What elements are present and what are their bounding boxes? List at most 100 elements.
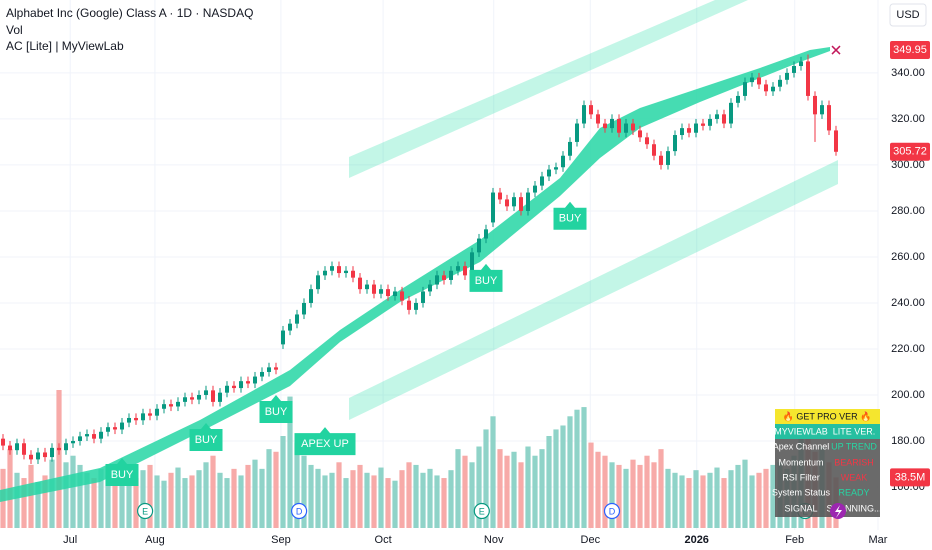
event-label: D [609, 506, 616, 516]
candle-body [43, 452, 48, 458]
candle-body [267, 367, 272, 372]
volume-bar [70, 455, 76, 528]
channel-lower [349, 160, 838, 420]
candle-body [526, 192, 531, 211]
candle-body [386, 289, 391, 297]
candle-body [603, 123, 608, 129]
candle-body [176, 401, 181, 407]
x-tick-label: Dec [581, 534, 601, 546]
chart-title: Alphabet Inc (Google) Class A · 1D · NAS… [6, 6, 253, 20]
volume-bar [294, 442, 300, 528]
volume-bar [441, 478, 447, 528]
candle-body [337, 266, 342, 274]
candle-body [722, 114, 727, 124]
volume-bar [315, 468, 321, 528]
x-tick-label: Sep [271, 534, 291, 546]
volume-bar [630, 459, 636, 528]
volume-bar [756, 472, 762, 528]
volume-bar [14, 472, 20, 528]
candle-body [57, 447, 62, 451]
candle-body [365, 284, 370, 290]
volume-tag [890, 468, 930, 487]
volume-bar [378, 467, 384, 528]
volume-bar [588, 442, 594, 528]
candle-body [687, 128, 692, 133]
candle-body [211, 390, 216, 402]
panel-cell: WEAK [841, 472, 868, 482]
candle-body [673, 135, 678, 152]
y-tick-label: 300.00 [891, 159, 925, 171]
panel-cell: SIGNAL [784, 503, 817, 513]
candle-body [785, 72, 790, 80]
channel-upper [349, 0, 748, 178]
volume-bar [770, 464, 776, 528]
candle-body [631, 123, 636, 131]
volume-bar [532, 455, 538, 528]
x-tick-label: Mar [869, 534, 888, 546]
candle-body [99, 431, 104, 439]
volume-bar [406, 462, 412, 528]
candle-body [519, 197, 524, 211]
candle-body [610, 118, 615, 129]
volume-bar [343, 478, 349, 528]
candle-body [645, 137, 650, 145]
candle-body [799, 61, 804, 67]
currency[interactable]: USD [896, 9, 919, 21]
volume-bar [98, 468, 104, 528]
volume-bar [259, 468, 265, 528]
volume-bar [49, 459, 55, 528]
volume-bar [399, 470, 405, 528]
candle-body [484, 229, 489, 239]
candle-body [295, 314, 300, 324]
volume-bar [434, 475, 440, 528]
volume-bar [525, 446, 531, 528]
candle-body [274, 367, 279, 370]
candle-body [36, 452, 41, 460]
volume-bar [308, 464, 314, 528]
candle-body [141, 413, 146, 421]
candle-body [442, 275, 447, 280]
signal-box [553, 201, 587, 230]
candle-body [344, 270, 349, 274]
candle-body [820, 105, 825, 115]
candle-body [764, 84, 769, 92]
volume-bar [749, 475, 755, 528]
candle-body [29, 454, 34, 460]
candle-body [225, 385, 230, 393]
volume-bar [105, 475, 111, 528]
volume-bar [126, 472, 132, 528]
candle-body [246, 381, 251, 384]
volume-bar [336, 462, 342, 528]
candle-body [582, 105, 587, 124]
indicator-label: AC [Lite] | MyViewLab [6, 39, 124, 53]
candle-body [806, 61, 811, 96]
candle-body [715, 114, 720, 119]
signal-box [105, 457, 139, 486]
candle-body [736, 95, 741, 103]
alert-icon-glyph [835, 505, 842, 518]
candle-body [666, 151, 671, 165]
candle-body [239, 381, 244, 389]
candle-body [281, 330, 286, 345]
candle-body [71, 440, 76, 444]
volume-bar [448, 470, 454, 528]
signal-box [189, 423, 223, 452]
volume-bar [511, 451, 517, 528]
signal-label: BUY [195, 434, 218, 446]
event-label: D [296, 506, 303, 516]
signal-label: BUY [111, 469, 134, 481]
event-label: E [142, 506, 148, 516]
volume-bar [546, 436, 552, 528]
y-tick-label: 200.00 [891, 389, 925, 401]
currency-box[interactable] [889, 3, 927, 27]
volume-bar [623, 468, 629, 528]
candle-body [463, 266, 468, 276]
candle-body [827, 105, 832, 131]
y-tick-label: 260.00 [891, 251, 925, 263]
candle-body [414, 302, 419, 310]
event-marker [473, 502, 490, 520]
volume-bar [329, 472, 335, 528]
candle-body [78, 436, 83, 441]
volume-bar [252, 459, 258, 528]
